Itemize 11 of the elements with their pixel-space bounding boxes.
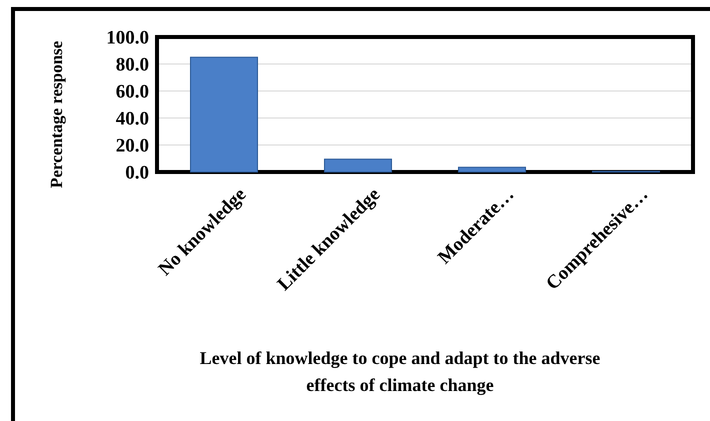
y-axis-title: Percentage response (47, 40, 66, 188)
y-tick-label: 100.0 (106, 28, 149, 49)
y-tick-label: 20.0 (116, 136, 149, 157)
y-tick-label: 0.0 (125, 162, 149, 184)
x-axis-title: Level of knowledge to cope and adapt to the adverse effects of climate change (200, 348, 600, 395)
y-tick-label: 80.0 (116, 54, 149, 76)
bar (324, 158, 392, 172)
bar (458, 166, 526, 172)
bar (190, 56, 258, 172)
y-tick-label: 40.0 (116, 108, 149, 130)
y-tick-label: 60.0 (116, 82, 149, 103)
